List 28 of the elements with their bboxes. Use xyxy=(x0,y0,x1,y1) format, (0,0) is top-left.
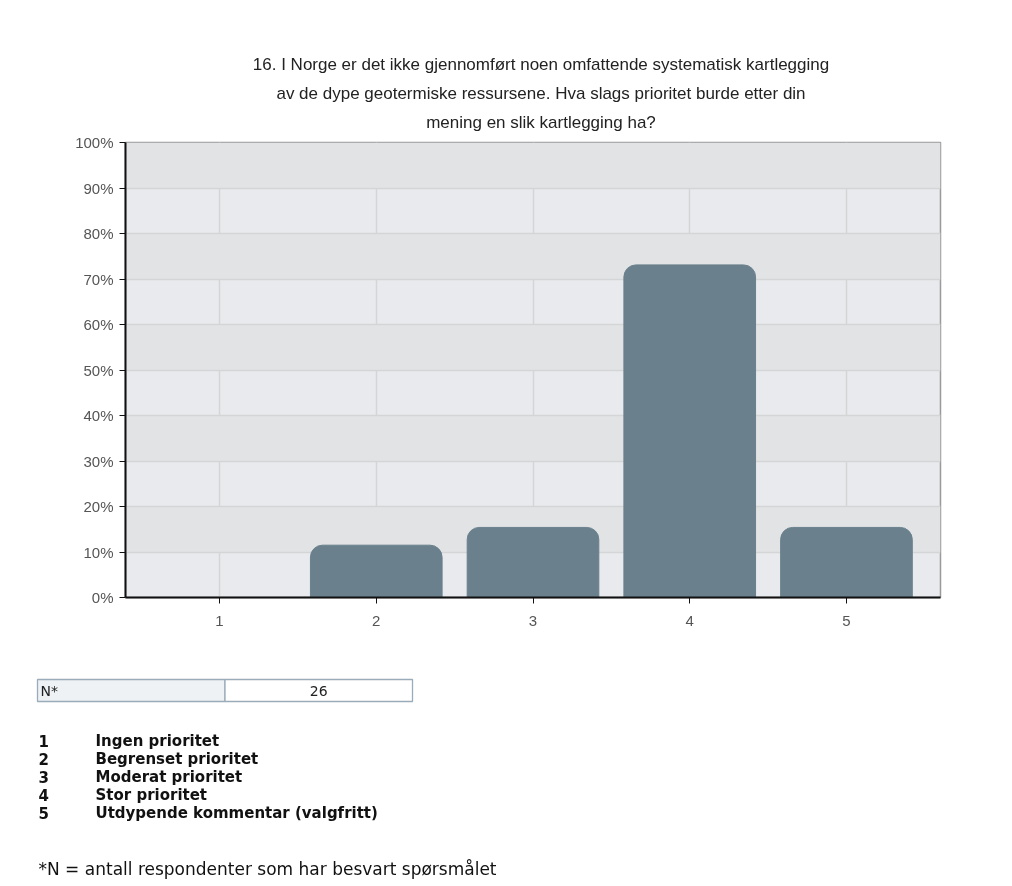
text: 4 Stor prioritet xyxy=(38,785,208,805)
text: 5 Utdypende kommentar (valgfritt) xyxy=(38,803,378,823)
x-tick-label: 5 xyxy=(842,611,851,629)
text: 3 Moderat prioritet xyxy=(38,767,243,787)
y-tick-label: 40% xyxy=(83,407,114,424)
x-tick-label: 4 xyxy=(685,611,694,629)
text: 2 Begrenset prioritet xyxy=(38,749,259,769)
y-tick-label: 10% xyxy=(83,543,114,561)
bar xyxy=(623,264,757,598)
x-tick-label: 1 xyxy=(215,611,224,629)
text: 1 Ingen prioritet xyxy=(38,731,220,751)
chart-title: 16. I Norge er det ikke gjennomført noen omfattende systematisk kartlegging av de dype geotermiske ressursene. Hva slags prioritet burde etter din mening en slik kartlegging ha? xyxy=(252,55,830,132)
y-tick-label: 80% xyxy=(83,225,114,242)
text: N* 26 xyxy=(40,682,328,699)
y-tick-label: 100% xyxy=(75,134,114,151)
y-tick-label: 60% xyxy=(83,316,114,333)
y-tick-label: 90% xyxy=(83,179,114,197)
bar xyxy=(466,526,600,598)
x-tick-label: 2 xyxy=(372,611,381,629)
text: *N = antall respondenter som har besvart spørsmålet xyxy=(38,858,497,879)
y-tick-label: 20% xyxy=(83,498,114,515)
bar xyxy=(780,526,913,598)
y-tick-label: 30% xyxy=(83,452,114,470)
y-tick-label: 50% xyxy=(83,361,114,379)
y-tick-label: 0% xyxy=(91,589,114,606)
bar xyxy=(309,544,443,598)
y-tick-label: 70% xyxy=(83,270,114,288)
x-tick-label: 3 xyxy=(528,611,538,629)
